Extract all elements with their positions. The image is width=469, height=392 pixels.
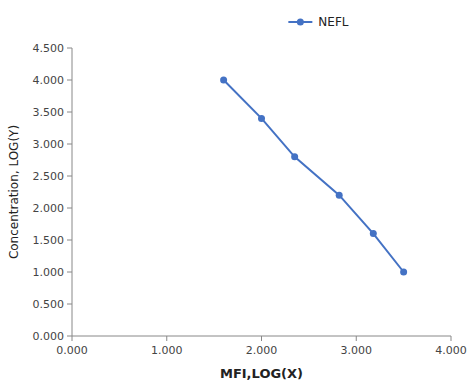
y-axis-line (72, 48, 73, 336)
y-tick-label: 2.500 (33, 170, 65, 183)
point (258, 115, 265, 122)
legend-label: NEFL (318, 15, 348, 29)
series (220, 77, 407, 276)
line (224, 80, 404, 272)
y-tick-label: 3.500 (33, 106, 65, 119)
y-tick (67, 80, 72, 81)
y-tick-label: 1.500 (33, 234, 65, 247)
x-tick (356, 336, 357, 341)
y-tick (67, 112, 72, 113)
y-tick-label: 3.000 (33, 138, 65, 151)
y-tick (67, 272, 72, 273)
x-axis-label: MFI,LOG(X) (220, 366, 303, 381)
chart: 0.000 1.000 2.000 3.000 4.000 0.000 0.500 1.000… (0, 0, 469, 392)
y-tick (67, 176, 72, 177)
y-tick-label: 4.000 (33, 74, 65, 87)
legend: NEFL (288, 15, 348, 29)
point (291, 153, 298, 160)
y-tick (67, 144, 72, 145)
x-tick-label: 0.000 (56, 344, 88, 357)
point (370, 230, 377, 237)
y-tick-label: 0.500 (33, 298, 65, 311)
y-tick (67, 208, 72, 209)
x-tick (166, 336, 167, 341)
y-tick (67, 336, 72, 337)
y-tick (67, 304, 72, 305)
y-tick-label: 0.000 (33, 330, 65, 343)
y-tick-label: 1.000 (33, 266, 65, 279)
legend-swatch-marker (297, 19, 304, 26)
x-tick-label: 1.000 (151, 344, 183, 357)
y-tick (67, 240, 72, 241)
x-tick-label: 4.000 (435, 344, 467, 357)
x-tick (72, 336, 73, 341)
y-axis-label: Concentration, LOG(Y) (7, 125, 21, 259)
y-tick-label: 2.000 (33, 202, 65, 215)
plot-area (220, 77, 407, 276)
point (336, 192, 343, 199)
x-tick-label: 2.000 (246, 344, 278, 357)
x-tick (451, 336, 452, 341)
axes: 0.000 1.000 2.000 3.000 4.000 0.000 0.500 1.000… (33, 42, 467, 357)
x-tick (261, 336, 262, 341)
x-tick-label: 3.000 (341, 344, 373, 357)
y-tick (67, 48, 72, 49)
y-tick-label: 4.500 (33, 42, 65, 55)
point (220, 77, 227, 84)
point (400, 269, 407, 276)
